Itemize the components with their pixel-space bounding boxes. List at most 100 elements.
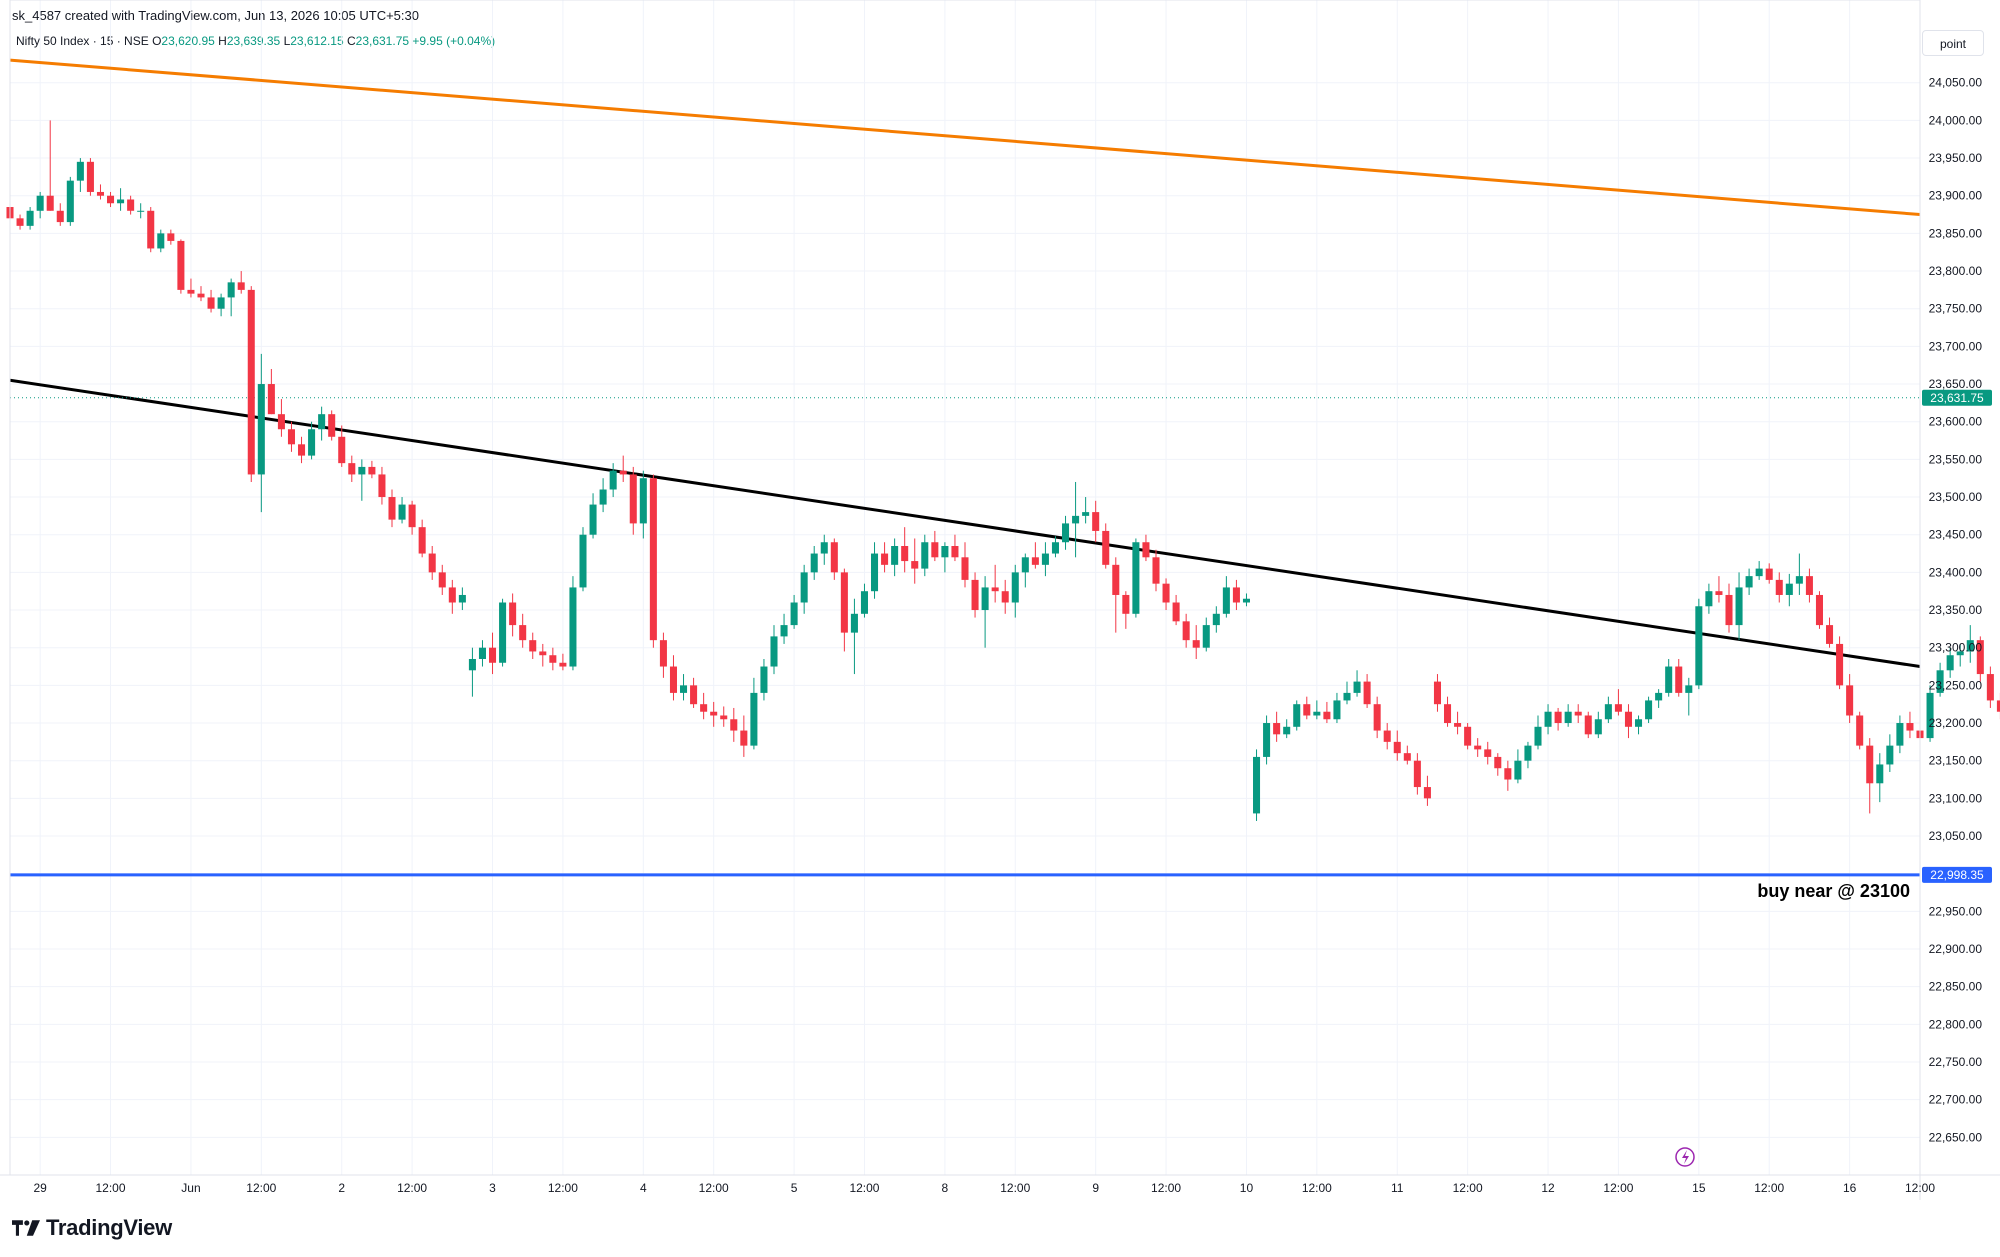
candle (579, 527, 587, 592)
close-value: 23,631.75 (355, 34, 410, 48)
candle (1594, 711, 1602, 739)
candle-body (680, 685, 688, 693)
x-tick-label: 12:00 (1302, 1181, 1332, 1195)
candle-body (227, 282, 235, 298)
candle (1454, 711, 1462, 735)
candle-body (1182, 621, 1190, 641)
candle-body (1253, 756, 1261, 814)
candle (1775, 572, 1783, 603)
candle-body (1082, 512, 1090, 516)
candle-body (1675, 666, 1683, 693)
candle (1444, 696, 1452, 727)
candle-body (1826, 625, 1834, 644)
candle-body (710, 711, 718, 716)
candle (1976, 636, 1984, 682)
candle (1192, 625, 1200, 659)
candle-body (1423, 787, 1431, 799)
candle (398, 497, 406, 524)
candle-body (1454, 723, 1462, 727)
candle-body (1293, 704, 1301, 727)
candle-body (559, 662, 567, 667)
x-tick-label: 9 (1092, 1181, 1099, 1195)
candle (1574, 704, 1582, 724)
candle (740, 715, 748, 757)
candle-body (790, 602, 798, 626)
x-tick-label: Jun (181, 1181, 200, 1195)
candle (1504, 760, 1512, 791)
candle (680, 674, 688, 701)
candle (1102, 523, 1110, 569)
candle-body (1031, 557, 1039, 565)
candle (1273, 711, 1281, 742)
high-value: 23,639.35 (226, 34, 281, 48)
candle (800, 564, 808, 614)
candle-body (1554, 711, 1562, 724)
candle (1564, 704, 1572, 727)
candle-body (76, 161, 84, 181)
candle (499, 598, 507, 667)
candle-body (1011, 572, 1019, 603)
x-tick-label: 29 (33, 1181, 47, 1195)
price-scale-mode-button[interactable]: point (1922, 30, 1984, 56)
candle-body (157, 233, 165, 249)
candle (1132, 538, 1140, 618)
candle-body (1574, 711, 1582, 716)
candle (117, 188, 125, 211)
candle-body (328, 414, 336, 437)
candle (257, 353, 265, 513)
open-label: O (152, 34, 162, 48)
candle (951, 534, 959, 562)
candle-body (891, 546, 899, 565)
candle (1785, 573, 1793, 607)
candle (1896, 715, 1904, 754)
candle (599, 478, 607, 513)
candle (1343, 681, 1351, 705)
candle (468, 647, 476, 697)
tradingview-logo[interactable]: TradingView (12, 1215, 172, 1241)
candle-body (840, 572, 848, 633)
candle-body (1745, 576, 1753, 588)
candle (710, 701, 718, 727)
candle (1011, 564, 1019, 618)
candle (368, 460, 376, 479)
candle (1805, 568, 1813, 603)
candle (1685, 677, 1693, 716)
candle-body (489, 647, 497, 663)
low-value: 23,612.15 (290, 34, 344, 48)
candle-body (167, 233, 175, 241)
candle-body (26, 210, 34, 226)
lightning-icon[interactable] (1675, 1147, 1695, 1167)
candle (1082, 497, 1090, 524)
candle-body (519, 625, 527, 641)
support-annotation: buy near @ 23100 (1757, 881, 1910, 901)
candle-body (770, 636, 778, 667)
candle-body (1263, 723, 1271, 757)
candle (76, 158, 84, 192)
candle-body (850, 613, 858, 633)
x-tick-label: 2 (338, 1181, 345, 1195)
y-tick-label: 23,550.00 (1929, 452, 1983, 466)
y-tick-label: 23,450.00 (1929, 528, 1983, 542)
candle-body (1273, 723, 1281, 735)
candle-body (1645, 700, 1653, 720)
candle (1041, 542, 1049, 577)
candle (619, 455, 627, 482)
candle-body (16, 218, 24, 226)
candle-body (1192, 640, 1200, 648)
candle-body (187, 289, 195, 294)
candle (921, 534, 929, 577)
brand-name: TradingView (46, 1215, 172, 1240)
candle-body (1926, 692, 1934, 739)
candle-body (1051, 542, 1059, 554)
candle-body (619, 470, 627, 475)
candle-body (1021, 557, 1029, 573)
y-tick-label: 23,650.00 (1929, 377, 1983, 391)
candle-body (1856, 715, 1864, 746)
y-tick-label: 23,350.00 (1929, 603, 1983, 617)
support-price-badge (1922, 866, 1992, 883)
candle (1031, 542, 1039, 569)
candle (569, 576, 577, 671)
candle (669, 655, 677, 701)
symbol-name[interactable]: Nifty 50 Index · 15 · NSE (16, 34, 149, 48)
